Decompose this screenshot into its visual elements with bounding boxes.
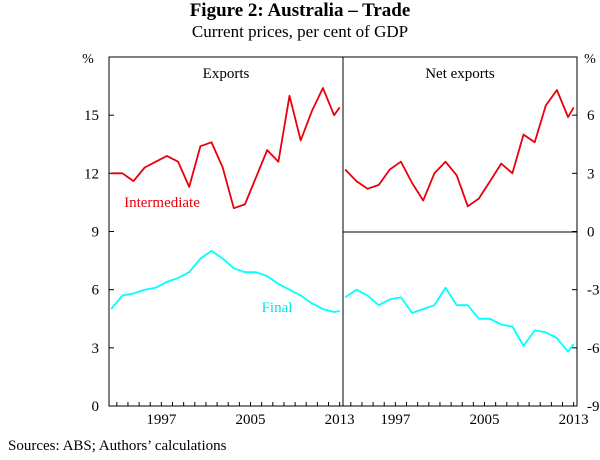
source-note: Sources: ABS; Authors’ calculations bbox=[8, 438, 227, 454]
y-tick-label: 6 bbox=[92, 283, 100, 299]
net-exports-panel-title: Net exports bbox=[425, 66, 495, 82]
y-tick-label: 6 bbox=[587, 108, 595, 124]
x-tick-label: 2013 bbox=[559, 412, 589, 428]
y-tick-label: 12 bbox=[84, 166, 99, 182]
final-series-label: Final bbox=[262, 300, 293, 316]
x-tick-label: 1997 bbox=[146, 412, 177, 428]
intermediate-series-line bbox=[111, 87, 341, 210]
intermediate-series-label: Intermediate bbox=[124, 195, 200, 211]
y-tick-label: 15 bbox=[84, 108, 99, 124]
x-tick-label: 1997 bbox=[380, 412, 411, 428]
y-tick-label: 3 bbox=[92, 341, 100, 357]
exports-panel-frame bbox=[108, 56, 344, 407]
intermediate-series-line bbox=[344, 89, 575, 208]
final-series-line bbox=[110, 249, 340, 313]
figure-title: Figure 2: Australia – Trade bbox=[189, 0, 411, 21]
x-tick-label: 2005 bbox=[470, 412, 500, 428]
final-series-line bbox=[344, 286, 575, 353]
y-tick-label: -3 bbox=[587, 283, 600, 299]
x-tick-label: 2013 bbox=[325, 412, 355, 428]
y-tick-label: -6 bbox=[587, 341, 600, 357]
y-tick-label: -9 bbox=[587, 399, 600, 415]
y-tick-label: 9 bbox=[92, 225, 100, 241]
figure-subtitle: Current prices, per cent of GDP bbox=[191, 22, 409, 41]
y-tick-label: 0 bbox=[92, 399, 100, 415]
net-exports-unit-label: % bbox=[584, 52, 596, 67]
y-tick-label: 0 bbox=[587, 225, 595, 241]
exports-panel-title: Exports bbox=[203, 66, 250, 82]
x-tick-label: 2005 bbox=[236, 412, 266, 428]
exports-unit-label: % bbox=[82, 52, 94, 67]
y-tick-label: 3 bbox=[587, 166, 595, 182]
